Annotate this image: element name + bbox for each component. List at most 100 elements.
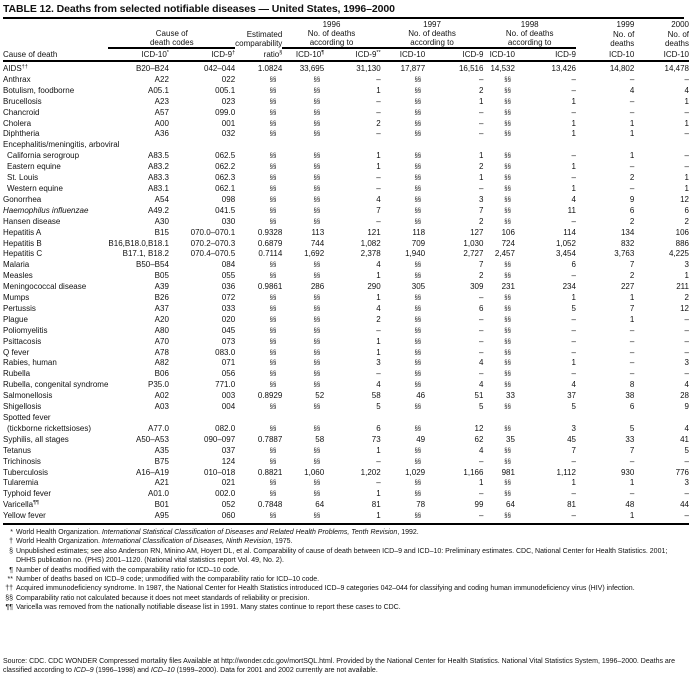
footnote-mark: ¶ xyxy=(321,50,325,56)
cause-of-death: Anthrax xyxy=(3,75,108,86)
deaths-2000-icd10: – xyxy=(684,151,689,161)
deaths-1999-icd10: 930 xyxy=(620,467,635,477)
icd10-code: B26 xyxy=(154,293,169,303)
icd9-code: 010–018 xyxy=(204,467,236,477)
deaths-1998-icd9: 37 xyxy=(567,391,576,401)
deaths-2000-icd10: 9 xyxy=(684,402,689,412)
comparability-ratio: §§ xyxy=(269,382,277,389)
deaths-1998-icd10: §§ xyxy=(504,491,511,498)
cause-name: Hepatitis B xyxy=(3,238,42,248)
deaths-2000-icd10: 44 xyxy=(680,500,689,510)
deaths-1998-icd10: §§ xyxy=(504,87,511,94)
deaths-2000-icd10: 6 xyxy=(684,205,689,215)
deaths-1998-icd9: – xyxy=(514,511,576,526)
deaths-1996-icd10: §§ xyxy=(313,371,321,378)
column-header: ICD-10 xyxy=(575,48,635,62)
deaths-1998-icd9: 3 xyxy=(571,423,576,433)
deaths-1997-icd9: – xyxy=(478,369,484,379)
deaths-1997-icd10: §§ xyxy=(414,458,422,465)
deaths-1997-icd10: §§ xyxy=(414,327,422,334)
column-header: ICD-9† xyxy=(168,48,236,62)
comparability-ratio: 0.7887 xyxy=(257,434,283,444)
comparability-ratio: §§ xyxy=(269,164,277,171)
comparability-ratio: §§ xyxy=(269,349,277,356)
icd10-code: B75 xyxy=(154,456,169,466)
deaths-1996-icd9: 1 xyxy=(376,445,381,455)
year-1999: 1999 xyxy=(616,20,635,29)
deaths-1996-icd10: §§ xyxy=(313,295,321,302)
footnote: * World Health Organization. Internationa… xyxy=(3,528,683,537)
table-row: Hansen disease A30 030 §§ §§ – §§ 2 §§ – 2 2 xyxy=(3,217,689,228)
deaths-1999-icd10: 1 xyxy=(629,293,635,303)
deaths-1997-icd9: 51 xyxy=(474,391,484,401)
deaths-1998-icd9: 234 xyxy=(562,282,576,292)
cause-of-death: Botulism, foodborne xyxy=(3,86,108,97)
icd9-code: 002.0 xyxy=(215,489,236,499)
column-header: ratio§ xyxy=(235,48,283,62)
deaths-1996-icd10: §§ xyxy=(313,425,321,432)
deaths-1996-icd9: 1 xyxy=(324,511,381,526)
cause-name: Haemophilus influenzae xyxy=(3,205,89,215)
deaths-2000-icd10: 3 xyxy=(684,358,689,368)
deaths-1998-icd9: 1 xyxy=(571,129,576,139)
deaths-1998-icd10: 231 xyxy=(501,282,515,292)
deaths-1996-icd9: 2,378 xyxy=(360,249,381,259)
deaths-1998-icd10: §§ xyxy=(504,175,511,182)
source-part: (1996–1998) and xyxy=(93,667,151,675)
deaths-1998-icd9: 4 xyxy=(571,194,576,204)
column-header-label: ICD-10 xyxy=(295,50,322,59)
table-row: Mumps B26 072 §§ §§ 1 §§ – §§ 1 1 2 xyxy=(3,293,689,304)
column-header-label: ICD-9 xyxy=(555,50,576,59)
table-row: Syphilis, all stages A50–A53 090–097 0.7887… xyxy=(3,435,689,446)
footnote-mark: §§ xyxy=(5,594,13,602)
deaths-1998-icd9: – xyxy=(571,85,576,95)
deaths-1997-icd9: 7 xyxy=(478,205,484,215)
deaths-1997-icd9: 62 xyxy=(474,434,484,444)
cause-name: Gonorrhea xyxy=(3,194,42,204)
deaths-1996-icd10: §§ xyxy=(313,109,321,116)
icd9-code: 083.0 xyxy=(215,347,236,357)
deaths-1996-icd9: 2 xyxy=(376,314,381,324)
deaths-1997-icd10: §§ xyxy=(414,273,422,280)
table-row: Poliomyelitis A80 045 §§ §§ – §§ – §§ – – – xyxy=(3,326,689,337)
table-row: Hepatitis A B15 070.0–070.1 0.9328 113 121 118… xyxy=(3,228,689,239)
deaths-1999-icd10: 33 xyxy=(625,434,635,444)
comparability-ratio: §§ xyxy=(269,175,277,182)
deaths-2000-icd10: 4 xyxy=(684,85,689,95)
deaths-1999-header: No. of deaths xyxy=(576,29,634,48)
source-part: ICD–9 xyxy=(73,667,94,675)
footnote-part: World Health Organization. xyxy=(16,538,102,546)
deaths-1996-icd10: §§ xyxy=(313,185,321,192)
comparability-ratio: §§ xyxy=(269,305,277,312)
footnote-text: Acquired immunodeficiency syndrome. In 1… xyxy=(16,584,635,593)
deaths-1997-icd10: 78 xyxy=(416,500,426,510)
table-row: Rubella, congenital syndrome P35.0 771.0 §§… xyxy=(3,380,689,391)
deaths-1996-icd9: 58 xyxy=(371,391,381,401)
deaths-1997-icd10: §§ xyxy=(414,207,422,214)
title-rule xyxy=(3,17,684,19)
deaths-1998-icd9: – xyxy=(571,271,576,281)
deaths-1998-icd10: §§ xyxy=(504,153,511,160)
cause-of-death: Tularemia xyxy=(3,478,108,489)
deaths-1996-icd9: – xyxy=(376,369,381,379)
icd10-code: B01 xyxy=(154,500,169,510)
table-row: Western equine A83.1 062.1 §§ §§ – §§ – §§ 1 – 1 xyxy=(3,184,689,195)
cause-of-death: Malaria xyxy=(3,260,108,271)
cause-of-death: Measles xyxy=(3,271,108,282)
deaths-1996-icd10: §§ xyxy=(282,511,325,526)
deaths-1996-icd10: §§ xyxy=(313,175,321,182)
deaths-1997-icd10: 1,029 xyxy=(405,467,426,477)
deaths-1997-icd10: §§ xyxy=(414,109,422,116)
deaths-1997-icd10: §§ xyxy=(414,175,422,182)
icd10-code: A00 xyxy=(154,118,169,128)
deaths-1998-icd9: 6 xyxy=(571,260,576,270)
comparability-ratio: 0.9328 xyxy=(257,227,283,237)
comparability-ratio: §§ xyxy=(269,404,277,411)
icd9-code: 099.0 xyxy=(215,107,236,117)
source-part: ICD–10 xyxy=(150,667,175,675)
deaths-1996-icd9: 1 xyxy=(376,347,381,357)
cause-of-death: Rubella xyxy=(3,369,108,380)
deaths-1996-icd9: – xyxy=(376,183,381,193)
deaths-1997-icd9: – xyxy=(478,314,484,324)
deaths-1996-icd9: – xyxy=(376,478,381,488)
